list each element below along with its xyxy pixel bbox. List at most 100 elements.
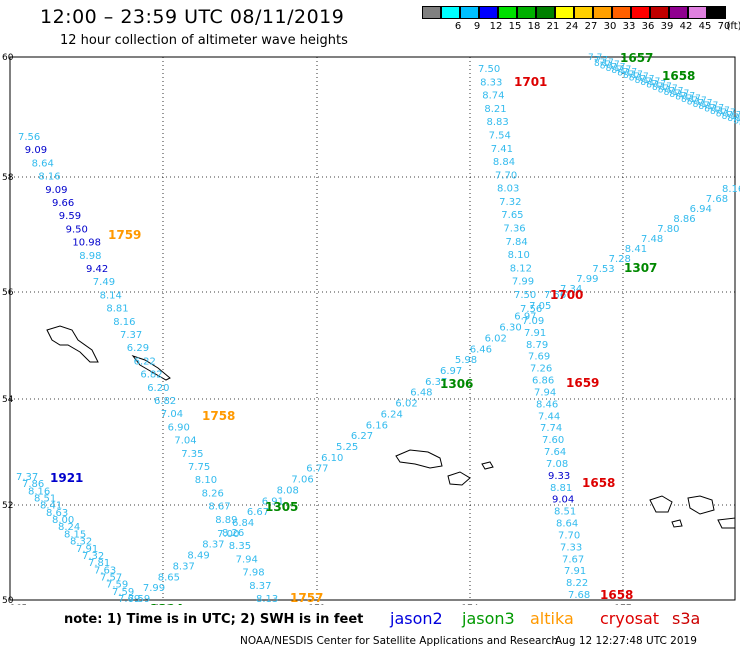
track-ne-value: 7.7 [600,58,614,68]
track-1701-value: 8.21 [484,104,506,115]
track-1304-value: 6.84 [232,518,254,529]
track-1759-value: 8.37 [249,581,271,592]
track-1701-value: 8.74 [482,91,504,102]
track-1304-value: 6.02 [485,333,507,344]
track-ne-value: 7.7 [634,72,648,82]
track-ne-value: 8.1 [646,81,660,91]
track-ne-value: 7.7 [658,82,672,92]
track-1759-value: 7.04 [161,409,183,420]
map-frame [9,56,736,601]
track-1701-value: 7.54 [489,130,511,141]
track-1700-value: 8.79 [526,340,548,351]
track-ne-value: 7.7 [594,55,608,65]
island-kiska [649,495,673,513]
time-label-1306: 1306 [440,377,473,391]
track-1700-value: 9.04 [552,495,574,506]
scale-label-36: 36 [641,21,655,32]
scale-swatch-21 [536,6,555,19]
track-1304-value: 6.30 [499,323,521,334]
track-1304-value: 6.02 [395,399,417,410]
track-1304-value: 7.05 [529,301,551,312]
track-ne-value: 7.7 [727,111,740,121]
track-1921-value: 7.32 [82,551,104,562]
track-1759-value: 8.14 [100,290,122,301]
track-1759-value: 8.13 [256,594,278,605]
track-1304-value: 6.48 [410,388,432,399]
lon-label-165: 165 [10,604,27,605]
track-ne-value: 8.1 [687,97,701,107]
satellite-jason3: jason3 [462,609,515,628]
island-bering [131,355,171,381]
track-1304-value: 7.06 [291,475,313,486]
track-ne-value: 7.7 [588,53,602,63]
track-1700-value: 9.33 [548,471,570,482]
track-1700-value: 7.67 [562,554,584,565]
scale-label-15: 15 [508,21,522,32]
track-1700-value: 7.08 [546,459,568,470]
track-ne-value: 7.7 [652,79,666,89]
track-ne-value: 7.7 [605,60,619,70]
track-1701-value: 8.84 [493,157,515,168]
track-1701-value: 8.12 [510,263,532,274]
scale-swatch-36 [631,6,650,19]
time-label-1304: 1304 [150,602,183,605]
track-1701-value: 7.84 [506,237,528,248]
track-1304-value: 6.10 [321,453,343,464]
track-1304-value: 6.24 [381,409,403,420]
track-1701-value: 8.03 [497,184,519,195]
track-1700-value: 8.46 [536,399,558,410]
track-1759-value: 7.49 [93,277,115,288]
track-1759-value: 7.56 [18,132,40,143]
track-1304-value: 8.37 [202,540,224,551]
track-1307-value: 7.80 [657,224,679,235]
track-1759-value: 6.20 [147,383,169,394]
track-1304-value: 6.97 [514,312,536,323]
track-1701-value: 7.99 [512,277,534,288]
track-ne-value: 7.7 [617,65,631,75]
scale-swatch-70 [707,6,726,19]
track-1307-value: 8.41 [625,244,647,255]
track-1701-value: 7.36 [503,224,525,235]
track-1304-value: 6.77 [306,464,328,475]
track-1700-value: 8.64 [556,519,578,530]
time-label-1659: 1659 [566,376,599,390]
track-1307-value: 7.34 [560,284,582,295]
track-1700-value: 6.86 [532,376,554,387]
time-label-1658: 1658 [582,476,615,490]
track-1700-value: 7.33 [560,542,582,553]
track-1307-value: 7.99 [576,274,598,285]
track-1304-value: 7.59 [128,594,150,605]
track-ne-value: 8.1 [640,78,654,88]
track-1701-value: 7.50 [514,290,536,301]
track-ne-value: 7.7 [692,96,706,106]
island-small-2 [671,519,683,528]
track-1304-value: 6.16 [366,420,388,431]
track-1700-value: 7.26 [530,364,552,375]
track-1700-value: 7.74 [540,423,562,434]
lon-label-174: 174 [461,604,478,605]
track-1759-value: 8.89 [215,515,237,526]
scale-label-27: 27 [584,21,598,32]
track-1304-value: 6.91 [262,496,284,507]
track-1759-value: 8.26 [202,488,224,499]
track-ne-value: 8.1 [606,64,620,74]
track-1304-value: 6.67 [247,507,269,518]
track-ne-value: 8.1 [693,100,707,110]
track-1700-value: 8.81 [550,483,572,494]
track-1701-value: 7.70 [495,170,517,181]
wave-height-map: 6058565452501651681711741777.569.098.648… [2,51,740,605]
track-ne-value: 8.1 [611,66,625,76]
track-1759-value: 7.75 [188,462,210,473]
track-ne-value: 7.7 [681,91,695,101]
generation-timestamp: Aug 12 12:27:48 UTC 2019 [555,635,697,647]
time-label-1759: 1759 [108,228,141,242]
track-1700-value: 7.68 [568,590,590,601]
scale-swatch-9 [460,6,479,19]
lat-label-56: 56 [2,288,14,298]
track-1307-value: 7.48 [641,234,663,245]
scale-swatch-27 [574,6,593,19]
scale-swatch-18 [517,6,536,19]
track-1759-value: 9.09 [25,145,47,156]
track-1701-value: 8.33 [480,77,502,88]
time-label-1758: 1758 [202,409,235,423]
